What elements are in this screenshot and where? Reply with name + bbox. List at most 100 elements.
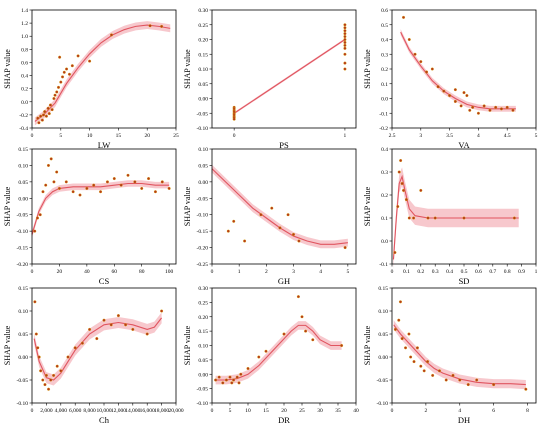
y-tick-label: -0.10 (197, 401, 209, 407)
data-point (105, 180, 109, 184)
data-point (58, 55, 62, 59)
x-tick-label: 6,000 (69, 408, 82, 414)
data-point (415, 346, 419, 350)
data-point (36, 116, 40, 120)
data-point (425, 70, 429, 74)
data-point (397, 170, 401, 174)
data-point (46, 163, 50, 167)
x-tick-label: 0 (31, 269, 34, 275)
x-tick-label: 5 (535, 133, 538, 139)
chart-panel-lw: 0 5 10 15 20 25 -0.4 -0.2 0.0 0.2 0.4 0.6 0.8 1.0 1.2 1… (3, 8, 179, 150)
y-tick-label: 0.25 (198, 23, 208, 29)
data-point (404, 198, 408, 202)
x-tick-label: 3.5 (446, 133, 453, 139)
x-axis-label: Ch (99, 415, 110, 425)
data-point (246, 367, 250, 371)
y-axis-label: SHAP value (363, 186, 372, 226)
data-point (38, 213, 42, 217)
data-point (232, 117, 236, 121)
data-point (41, 190, 45, 194)
chart-panel-ps: 0 1 -0.10 -0.05 0.00 0.05 0.10 0.15 0.20 0.25 0.30… (183, 8, 357, 150)
fit-line (31, 182, 170, 235)
y-tick-label: 0.05 (378, 332, 388, 338)
x-tick-label: 4 (458, 408, 461, 414)
x-tick-label: 0 (211, 408, 214, 414)
y-tick-label: 0.4 (381, 147, 388, 153)
data-point (459, 104, 463, 108)
x-tick-label: 8,000 (83, 408, 96, 414)
data-point (55, 170, 59, 174)
data-point (52, 373, 56, 377)
data-point (448, 94, 452, 98)
data-point (95, 337, 99, 341)
data-point (35, 216, 39, 220)
data-point (50, 108, 54, 112)
fit-line (215, 324, 342, 381)
data-point (494, 105, 498, 109)
x-tick-label: 0 (233, 133, 236, 139)
x-tick-label: 0 (391, 408, 394, 414)
data-point (119, 183, 123, 187)
confidence-band (34, 312, 162, 386)
y-tick-label: 0.10 (18, 309, 28, 315)
data-point (64, 180, 68, 184)
x-tick-label: 20 (144, 133, 150, 139)
data-point (297, 239, 301, 243)
x-tick-label: 0.9 (518, 269, 525, 275)
data-point (465, 94, 469, 98)
y-tick-label: -0.05 (197, 387, 209, 393)
data-point (65, 67, 69, 71)
data-point (148, 24, 152, 28)
y-axis-label: SHAP value (183, 49, 192, 89)
y-tick-label: -0.10 (197, 213, 209, 219)
data-point (44, 183, 48, 187)
data-point (235, 375, 239, 379)
data-point (39, 114, 43, 118)
data-point (99, 190, 103, 194)
data-point (343, 43, 347, 47)
data-point (78, 193, 82, 197)
data-point (160, 309, 164, 313)
fit-line (392, 174, 519, 260)
data-point (437, 369, 441, 373)
data-point (76, 54, 80, 58)
y-tick-label: 0.30 (198, 8, 208, 14)
data-point (160, 180, 164, 184)
confidence-band (34, 21, 171, 126)
y-tick-label: 0.20 (198, 315, 208, 321)
data-point (46, 106, 50, 110)
x-tick-label: 14,000 (125, 408, 140, 414)
y-tick-label: 0.5 (381, 23, 388, 29)
data-point (524, 387, 528, 391)
data-point (430, 67, 434, 71)
data-point (292, 232, 296, 236)
data-point (476, 111, 480, 115)
data-point (44, 373, 48, 377)
x-tick-label: 60 (112, 269, 118, 275)
x-tick-label: 30 (317, 408, 323, 414)
data-point (239, 372, 243, 376)
fit-line (233, 39, 346, 114)
data-point (55, 90, 59, 94)
data-point (34, 332, 38, 336)
data-point (453, 99, 457, 103)
y-tick-label: 0.05 (18, 332, 28, 338)
data-point (126, 173, 130, 177)
data-point (40, 118, 44, 122)
data-point (109, 323, 113, 327)
data-point (396, 204, 400, 208)
y-tick-label: 0.10 (198, 67, 208, 73)
x-tick-label: 40 (84, 269, 90, 275)
data-point (53, 93, 57, 97)
data-point (37, 121, 41, 125)
chart-panel-sd: 0 0.1 0.2 0.3 0.4 0.5 0.6 0.7 0.8 0.9 1 -0.1 0.0 0.1 0… (363, 147, 538, 286)
chart-panel-dr: 0 5 10 15 20 25 30 35 40 -0.10 -0.05 0.00 0.05 0.10 0.… (183, 286, 359, 425)
y-tick-label: -0.05 (17, 213, 29, 219)
fit-line (34, 24, 171, 122)
data-point (57, 186, 61, 190)
data-point (512, 216, 516, 220)
x-tick-label: 1 (238, 269, 241, 275)
data-point (482, 104, 486, 108)
data-point (311, 338, 315, 342)
